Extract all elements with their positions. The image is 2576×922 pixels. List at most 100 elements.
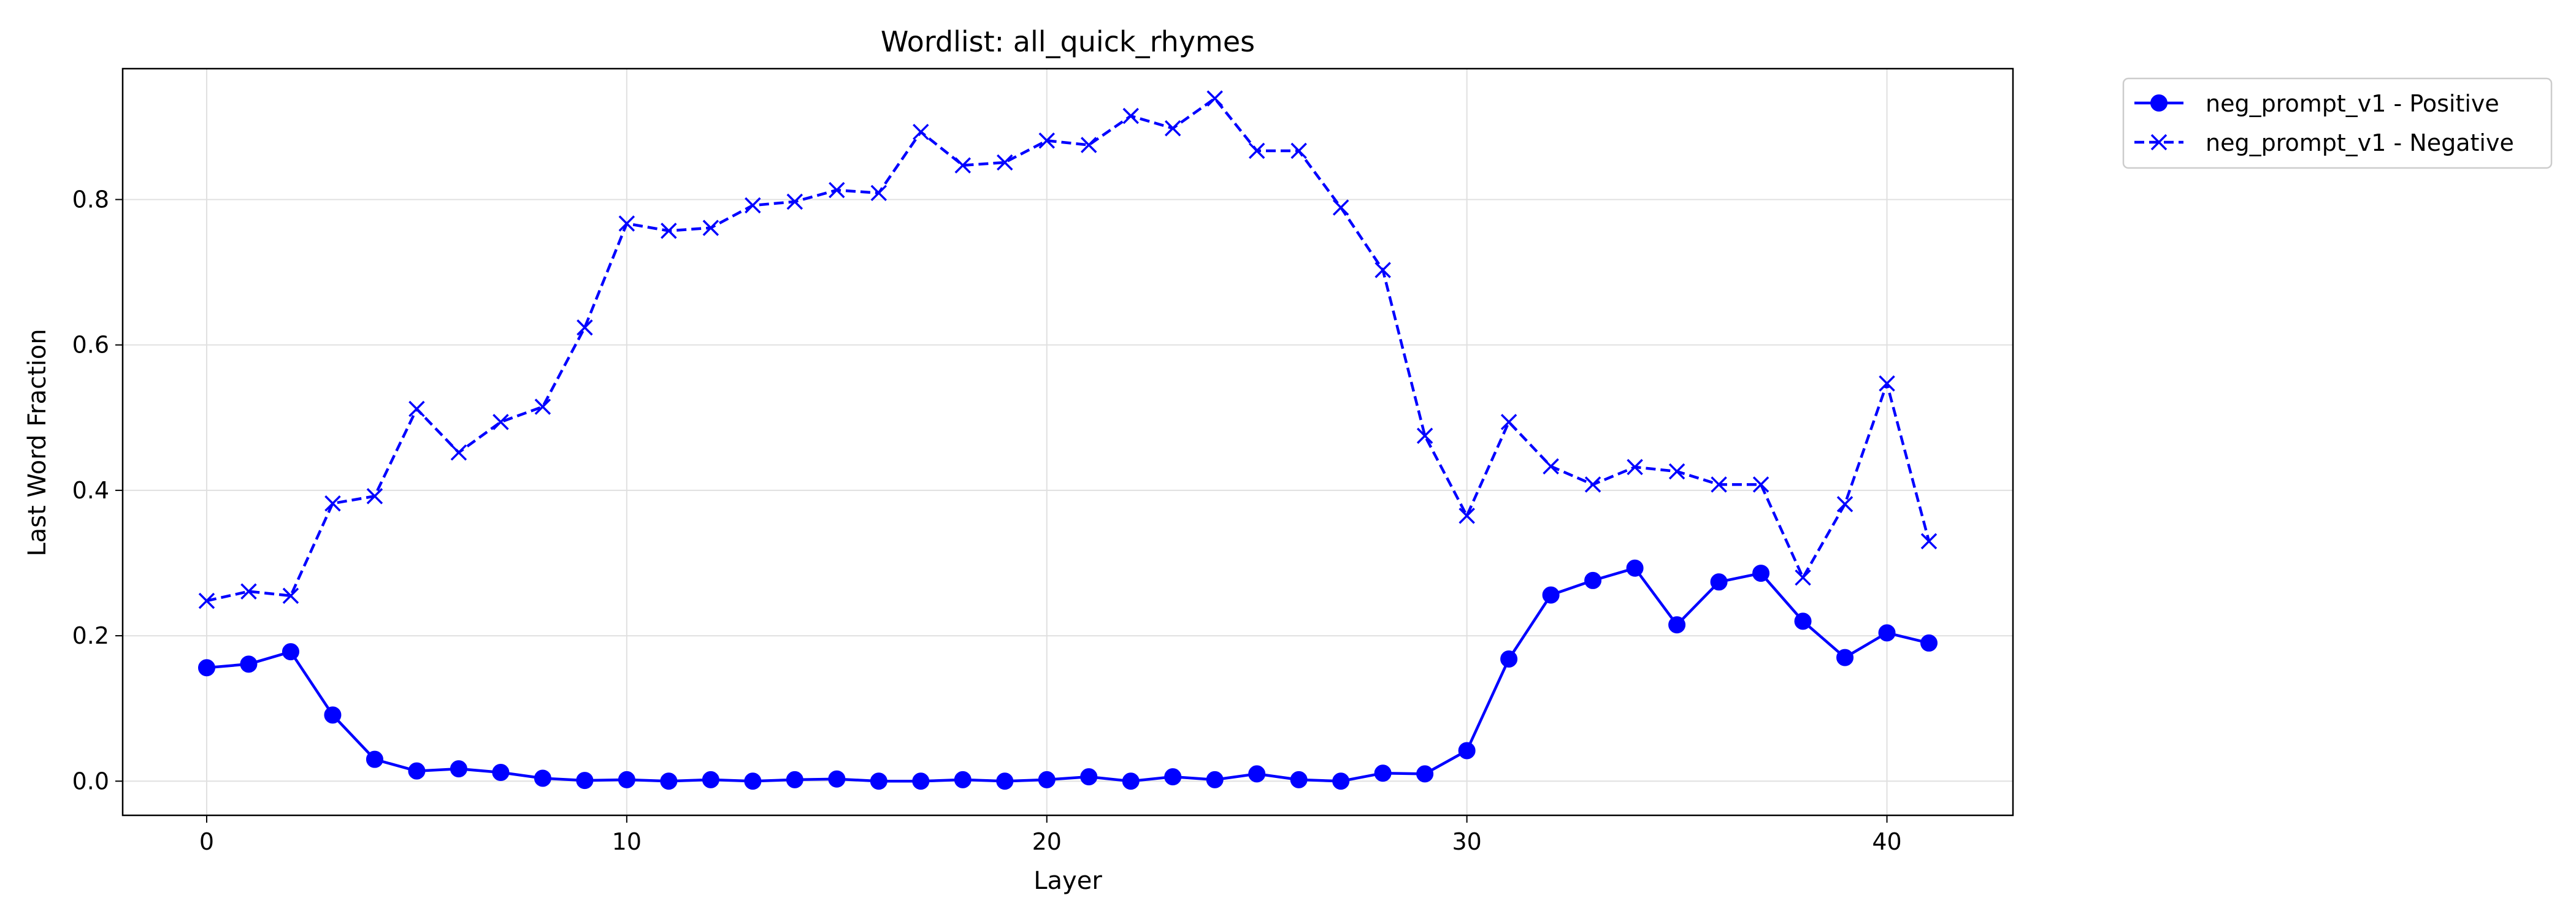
series-positive: [197, 559, 1938, 790]
data-point-positive: [786, 771, 803, 788]
data-point-positive: [1626, 559, 1644, 577]
data-point-negative: [1122, 107, 1139, 124]
data-point-positive: [702, 771, 719, 788]
data-point-positive: [1668, 616, 1686, 634]
data-point-positive: [1752, 565, 1770, 582]
y-tick-label: 0.4: [72, 477, 109, 504]
data-point-negative: [1836, 496, 1853, 512]
data-point-positive: [450, 760, 467, 778]
data-point-negative: [702, 219, 719, 236]
series-layer: [197, 90, 1938, 790]
y-axis-label: Last Word Fraction: [23, 329, 52, 556]
x-axis: 0 10 20 30 40: [199, 815, 1902, 855]
data-point-negative: [1038, 132, 1055, 149]
data-point-positive: [366, 750, 383, 768]
legend-marker-negative: [2150, 134, 2168, 151]
data-point-negative: [1711, 476, 1727, 493]
data-point-negative: [366, 488, 383, 505]
data-point-negative: [1668, 463, 1685, 480]
data-point-positive: [1122, 772, 1140, 790]
data-point-positive: [954, 771, 972, 788]
legend-marker-positive: [2150, 94, 2168, 112]
data-point-positive: [870, 772, 887, 790]
data-point-positive: [534, 769, 551, 787]
data-point-positive: [1542, 586, 1560, 604]
data-point-negative: [997, 154, 1013, 171]
grid-lines: [123, 69, 2013, 815]
data-point-negative: [954, 157, 972, 173]
data-point-negative: [745, 197, 761, 214]
data-point-positive: [408, 762, 426, 780]
data-point-positive: [618, 771, 635, 788]
data-point-positive: [660, 772, 678, 790]
data-point-positive: [1374, 764, 1392, 782]
plot-frame: [121, 67, 2014, 817]
data-point-negative: [1627, 459, 1643, 476]
data-point-negative: [1081, 137, 1097, 153]
data-point-positive: [1206, 771, 1224, 788]
x-tick-label: 10: [612, 828, 642, 855]
data-point-negative: [786, 193, 803, 210]
data-point-negative: [1879, 375, 1895, 392]
series-negative: [198, 90, 1938, 609]
x-axis-label: Layer: [1033, 867, 1102, 895]
data-point-positive: [1794, 612, 1812, 630]
data-point-negative: [408, 400, 425, 417]
data-point-negative: [870, 185, 887, 202]
y-tick-label: 0.2: [72, 622, 109, 649]
legend-frame: [2122, 77, 2553, 169]
data-point-positive: [996, 772, 1014, 790]
data-point-positive: [1458, 742, 1476, 760]
data-point-negative: [1290, 142, 1307, 159]
data-point-negative: [829, 181, 845, 199]
data-point-negative: [577, 319, 593, 336]
data-point-positive: [1920, 634, 1938, 652]
data-point-negative: [493, 414, 509, 430]
data-point-positive: [1878, 624, 1896, 642]
data-point-positive: [1710, 573, 1728, 591]
data-point-positive: [1416, 765, 1434, 783]
y-tick-label: 0.8: [72, 186, 109, 213]
data-point-positive: [197, 659, 215, 677]
chart-title: Wordlist: all_quick_rhymes: [881, 25, 1255, 58]
legend-item-negative: neg_prompt_v1 - Negative: [2134, 129, 2514, 156]
data-point-negative: [450, 444, 467, 461]
data-point-negative: [324, 495, 341, 512]
data-point-positive: [828, 770, 846, 788]
data-point-positive: [1248, 765, 1266, 783]
data-point-negative: [1248, 142, 1265, 159]
data-point-positive: [1332, 772, 1350, 790]
data-point-positive: [744, 772, 762, 790]
data-point-positive: [240, 655, 258, 673]
data-point-negative: [1416, 427, 1433, 444]
data-point-positive: [1038, 771, 1056, 788]
data-point-negative: [240, 583, 257, 600]
data-point-negative: [282, 587, 299, 604]
data-point-positive: [324, 706, 342, 724]
y-tick-label: 0.0: [72, 768, 109, 794]
data-point-positive: [1584, 571, 1602, 589]
data-point-negative: [534, 398, 551, 415]
data-point-positive: [1080, 768, 1098, 786]
x-tick-label: 20: [1032, 828, 1062, 855]
data-point-negative: [1795, 569, 1811, 586]
data-point-negative: [1332, 199, 1349, 216]
x-tick-label: 30: [1452, 828, 1481, 855]
data-point-positive: [1836, 649, 1854, 666]
legend-label-negative: neg_prompt_v1 - Negative: [2206, 129, 2514, 156]
y-axis: 0.0 0.2 0.4 0.6 0.8: [72, 186, 123, 794]
data-point-positive: [576, 772, 594, 790]
x-tick-label: 0: [199, 828, 214, 855]
data-point-positive: [1290, 771, 1308, 788]
legend-label-positive: neg_prompt_v1 - Positive: [2206, 90, 2499, 117]
data-point-negative: [1459, 508, 1475, 524]
data-point-negative: [1543, 458, 1559, 474]
series-line-positive: [206, 566, 1930, 783]
legend-item-positive: neg_prompt_v1 - Positive: [2134, 90, 2499, 117]
data-point-negative: [198, 592, 215, 609]
data-point-negative: [618, 215, 635, 232]
data-point-positive: [1500, 650, 1518, 668]
series-line-negative: [206, 97, 1931, 603]
data-point-negative: [1500, 414, 1517, 430]
